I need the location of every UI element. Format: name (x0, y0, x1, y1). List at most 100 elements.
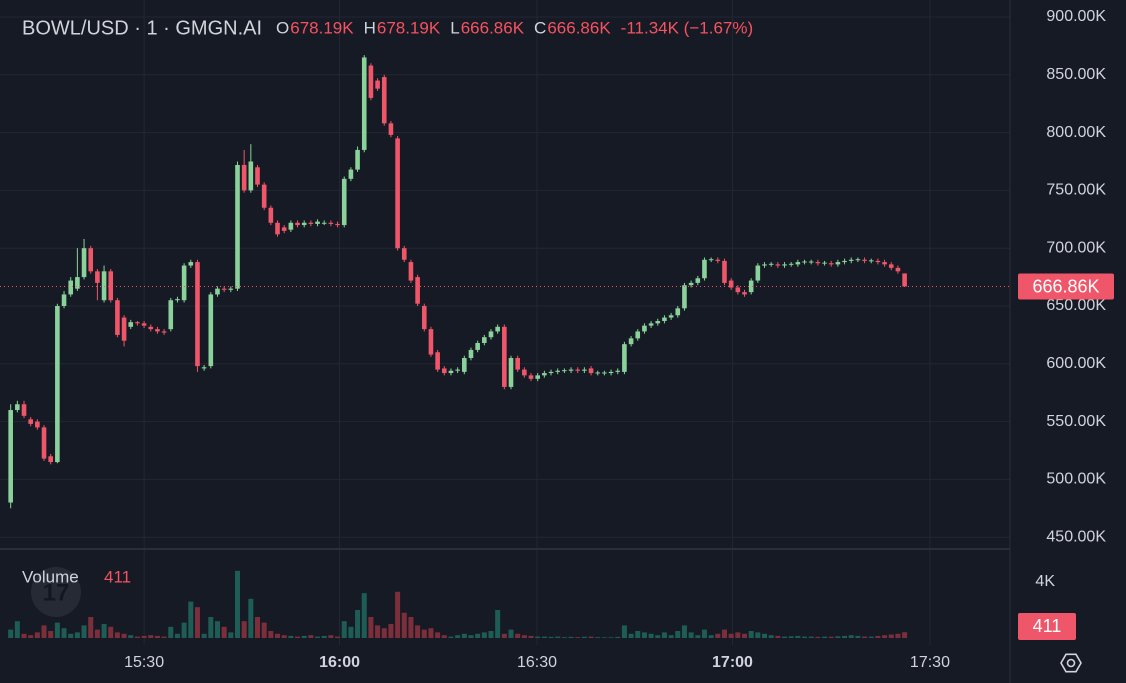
volume-bar (815, 636, 821, 638)
candle-body (755, 265, 761, 281)
candle-body (675, 308, 681, 316)
volume-bar (161, 636, 167, 638)
candle-body (495, 326, 500, 332)
volume-bar (688, 632, 694, 638)
candle-body (235, 164, 240, 289)
candle-body (288, 222, 294, 230)
volume-bar (281, 635, 287, 638)
volume-bar (8, 629, 14, 638)
volume-bar (328, 635, 334, 638)
candle-body (341, 178, 347, 226)
volume-bar (34, 632, 40, 638)
candle-body (655, 321, 661, 324)
candle-body (255, 167, 260, 185)
volume-bar (648, 633, 654, 638)
candle-body (81, 248, 87, 278)
volume-bar (441, 635, 447, 638)
volume-bar (561, 637, 567, 638)
candle-body (381, 77, 387, 124)
candle-body (28, 419, 33, 424)
candle-body (895, 267, 901, 272)
candle-body (201, 367, 207, 369)
volume-bar (862, 636, 868, 638)
candle-body (101, 271, 107, 301)
candle-body (41, 427, 47, 459)
volume-bar (608, 637, 614, 638)
candle-body (842, 260, 847, 263)
candle-body (775, 264, 781, 266)
volume-bar (154, 635, 160, 638)
logo: 17 (31, 567, 81, 617)
candle-body (708, 259, 714, 261)
volume-bar (615, 636, 621, 638)
candle-body (702, 259, 707, 279)
volume-bar (208, 617, 214, 638)
change-value: -11.34K (−1.67%) (621, 18, 753, 37)
volume-bar (228, 632, 234, 638)
volume-bar (775, 635, 781, 638)
ohlc-key: H (364, 18, 376, 37)
volume-bar (902, 632, 908, 638)
volume-bar (875, 635, 881, 638)
candle-body (108, 271, 114, 301)
candle-body (715, 259, 721, 261)
volume-bar (675, 631, 681, 638)
volume-bar (668, 635, 674, 638)
candle-body (141, 323, 147, 326)
volume-bar (261, 622, 267, 638)
candle-body (815, 262, 821, 264)
volume-bar (295, 636, 301, 638)
candle-body (622, 344, 627, 372)
volume-bar (148, 635, 154, 638)
volume-bar (681, 625, 687, 638)
candle-body (295, 222, 300, 226)
volume-bar (108, 626, 114, 638)
volume-bar (168, 626, 174, 638)
volume-bar (114, 632, 120, 638)
candle-body (181, 265, 187, 301)
ohlc-key: O (276, 18, 289, 37)
candle-body (762, 264, 767, 266)
x-tick-label: 15:30 (124, 654, 164, 671)
candle-body (195, 262, 200, 367)
candle-body (75, 277, 80, 289)
candle-body (602, 372, 607, 374)
candle-body (742, 292, 747, 295)
candle-body (548, 371, 554, 374)
volume-bar (748, 631, 754, 638)
settings-button[interactable] (1060, 653, 1082, 673)
volume-bar (715, 633, 721, 638)
volume-bar (301, 635, 307, 638)
candle-body (888, 264, 894, 268)
volume-bar (128, 635, 134, 638)
volume-label: Volume (22, 567, 79, 586)
candle-body (421, 306, 427, 330)
candle-body (375, 80, 380, 89)
candle-body (508, 358, 514, 387)
volume-bar (28, 635, 34, 638)
y-tick-label: 800.00K (1046, 124, 1106, 141)
candle-body (528, 375, 534, 379)
candle-body (355, 149, 360, 170)
volume-bar (475, 633, 481, 638)
candle-body (275, 222, 280, 235)
candle-body (848, 259, 854, 261)
candle-body (575, 369, 581, 371)
candle-body (281, 227, 287, 231)
volume-bar (762, 633, 768, 638)
volume-bar (448, 636, 454, 638)
volume-bar (508, 629, 514, 638)
candle-body (615, 370, 621, 372)
volume-bar (495, 610, 501, 638)
candle-body (408, 262, 414, 281)
volume-bar (842, 635, 848, 638)
candle-body (502, 326, 507, 387)
candle-body (328, 222, 334, 224)
volume-bar (335, 636, 341, 638)
y-tick-label: 550.00K (1046, 413, 1106, 430)
volume-bar (575, 637, 581, 638)
candle-body (335, 223, 340, 226)
